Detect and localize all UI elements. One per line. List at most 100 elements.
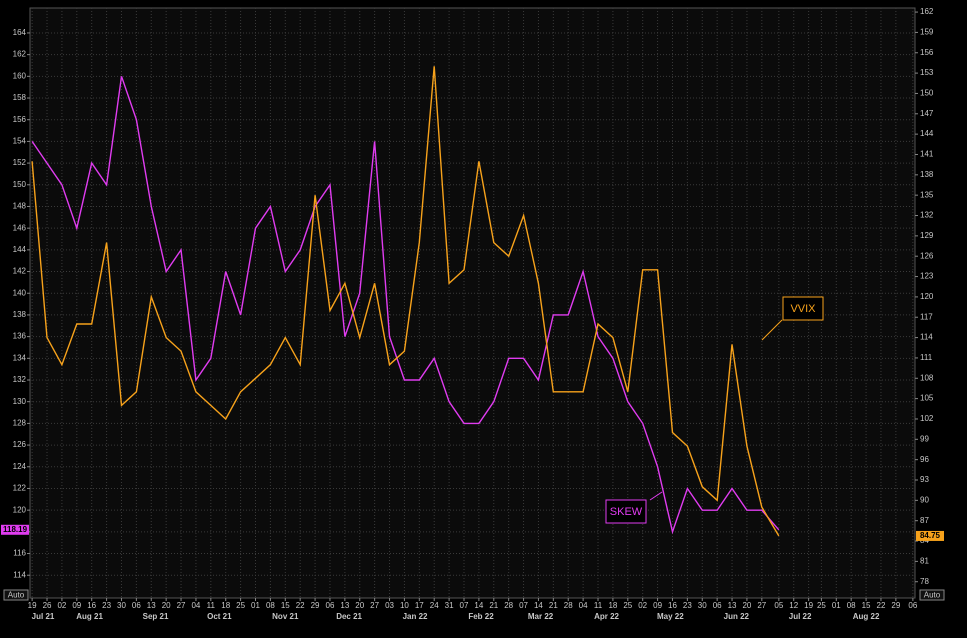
x-tick-label: 22 [877,601,886,610]
x-tick-label: 13 [728,601,737,610]
x-tick-label: 08 [847,601,856,610]
y-tick-label: 116 [13,549,26,558]
month-label: Jan 22 [403,612,428,621]
y2-tick-label: 81 [920,556,929,565]
x-tick-label: 03 [385,601,394,610]
x-tick-label: 15 [281,601,290,610]
x-tick-label: 16 [668,601,677,610]
auto-button-right[interactable] [919,589,945,601]
y2-tick-label: 126 [920,251,934,260]
y-tick-label: 120 [13,505,27,514]
x-tick-label: 01 [832,601,841,610]
x-tick-label: 11 [594,601,603,610]
y-tick-label: 164 [13,28,27,37]
x-tick-label: 07 [460,601,469,610]
x-tick-label: 30 [117,601,126,610]
x-tick-label: 06 [908,601,917,610]
last-value-tag [1,524,29,535]
x-tick-label: 28 [564,601,573,610]
y2-tick-label: 162 [920,7,934,16]
x-tick-label: 25 [817,601,826,610]
annotation-box [605,499,647,524]
y2-tick-label: 90 [920,495,929,504]
y2-tick-label: 147 [920,109,934,118]
x-tick-label: 08 [266,601,275,610]
x-tick-label: 27 [370,601,379,610]
y2-tick-label: 123 [920,272,934,281]
x-tick-label: 31 [445,601,454,610]
y2-tick-label: 99 [920,434,929,443]
month-label: Sep 21 [143,612,169,621]
x-tick-label: 27 [757,601,766,610]
month-label: Dec 21 [336,612,362,621]
x-tick-label: 19 [28,601,37,610]
x-tick-label: 02 [638,601,647,610]
y-tick-label: 152 [13,158,27,167]
y2-tick-label: 117 [920,312,933,321]
month-label: Apr 22 [594,612,619,621]
y2-tick-label: 93 [920,475,929,484]
month-label: Aug 21 [76,612,103,621]
x-tick-label: 28 [504,601,513,610]
y2-tick-label: 87 [920,516,929,525]
x-tick-label: 30 [698,601,707,610]
x-tick-label: 10 [400,601,409,610]
y2-tick-label: 138 [920,170,934,179]
x-tick-label: 13 [340,601,349,610]
x-tick-label: 06 [326,601,335,610]
month-label: Mar 22 [528,612,554,621]
y-tick-label: 158 [13,93,27,102]
y2-tick-label: 78 [920,577,929,586]
x-tick-label: 27 [177,601,186,610]
y2-tick-label: 108 [920,373,934,382]
x-tick-label: 24 [430,601,439,610]
y-tick-label: 160 [13,71,27,80]
line-series [31,76,780,535]
x-tick-label: 23 [683,601,692,610]
x-tick-label: 09 [653,601,662,610]
y-tick-label: 132 [13,375,27,384]
auto-label[interactable]: Auto [924,591,941,600]
annotation-text: SKEW [610,506,643,518]
y2-tick-label: 114 [920,333,933,342]
y2-tick-label: 96 [920,455,929,464]
line-series [31,66,780,537]
month-label: Jul 21 [32,612,55,621]
annotation-leader [761,319,783,341]
y-tick-label: 124 [13,462,27,471]
last-value-label: 84.75 [920,531,941,540]
x-tick-label: 02 [57,601,66,610]
x-tick-label: 17 [415,601,424,610]
y-tick-label: 128 [13,418,27,427]
y-tick-label: 156 [13,115,27,124]
y-tick-label: 144 [13,245,27,254]
y-tick-label: 136 [13,332,27,341]
x-tick-label: 29 [891,601,900,610]
x-tick-label: 16 [87,601,96,610]
month-label: Jul 22 [789,612,812,621]
y-tick-label: 162 [13,50,27,59]
y2-tick-label: 144 [920,129,934,138]
last-value-label: 118.19 [3,525,28,534]
x-tick-label: 12 [789,601,798,610]
x-tick-label: 09 [72,601,81,610]
auto-label[interactable]: Auto [8,591,25,600]
y2-tick-label: 120 [920,292,934,301]
y-tick-label: 122 [13,484,27,493]
y-tick-label: 148 [13,202,27,211]
y-tick-label: 126 [13,440,27,449]
last-value-tag [916,530,944,541]
annotation-text: VVIX [790,303,816,315]
x-tick-label: 14 [474,601,483,610]
month-label: Nov 21 [272,612,299,621]
x-tick-label: 20 [355,601,364,610]
y2-tick-label: 132 [920,211,934,220]
month-label: Oct 21 [207,612,232,621]
y-tick-label: 142 [13,267,27,276]
y-tick-label: 138 [13,310,27,319]
x-tick-label: 29 [311,601,320,610]
y2-tick-label: 153 [920,68,934,77]
y-tick-label: 140 [13,288,27,297]
auto-button-left[interactable] [3,589,29,601]
